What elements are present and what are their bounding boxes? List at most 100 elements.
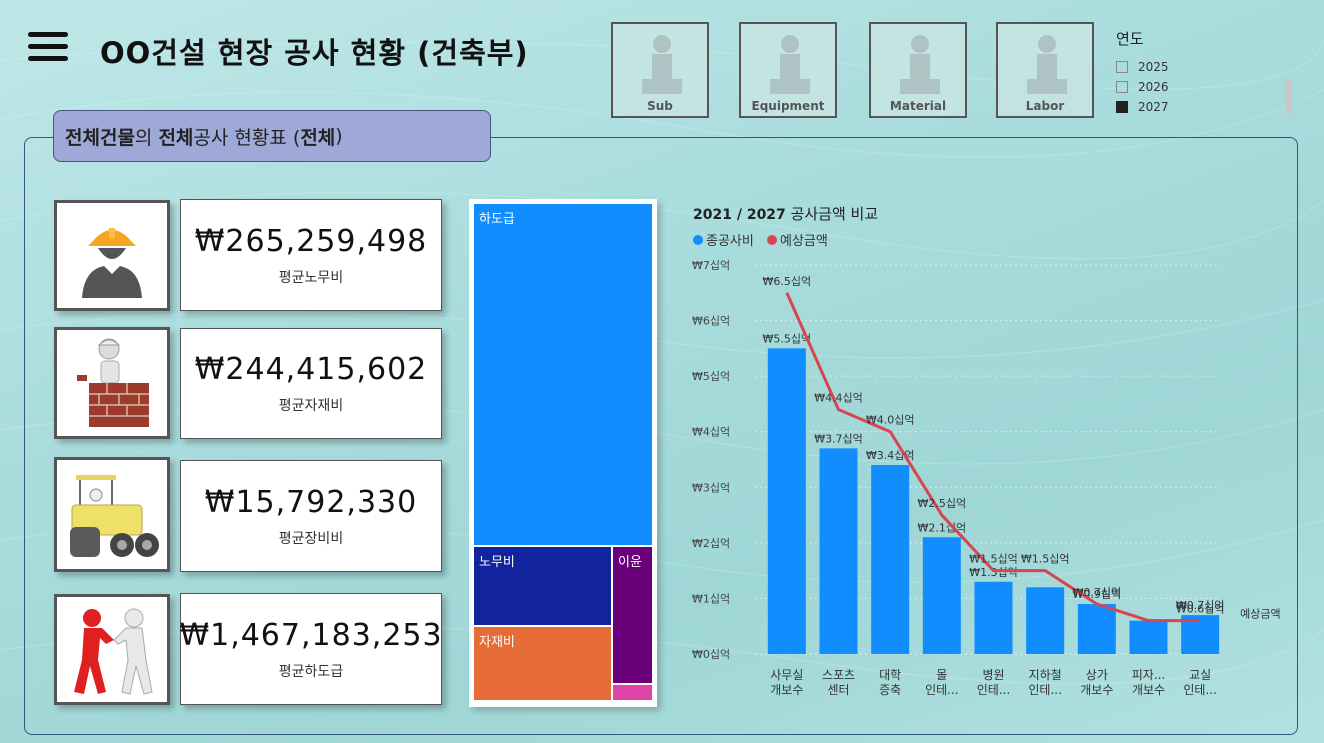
y-tick-label: ₩7십억 (692, 259, 730, 272)
treemap-tile-labor[interactable]: 노무비 (474, 547, 611, 625)
bar-data-label: ₩0.7십억 (1176, 599, 1225, 612)
bar (767, 348, 806, 654)
treemap-tile-subcontract[interactable]: 하도급 (474, 204, 652, 545)
x-tick-label: 몰 (936, 668, 947, 682)
road-roller-icon (70, 474, 159, 557)
x-tick-label: 증축 (879, 683, 901, 697)
kpi-card-equipment: ₩15,792,330 평균장비비 (180, 460, 442, 572)
treemap-label: 이윤 (618, 555, 642, 570)
x-tick-label: 인테... (925, 683, 959, 697)
year-option-2025[interactable]: 2025 (1116, 57, 1296, 77)
x-tick-label: 개보수 (770, 683, 803, 697)
line-series (785, 292, 1201, 623)
bar (819, 448, 858, 654)
worker-bricks-icon (900, 35, 940, 94)
worker-hardhat-icon (82, 227, 142, 298)
x-tick-label: 센터 (827, 683, 849, 697)
bar (1077, 603, 1116, 654)
category-label: Equipment (751, 99, 825, 113)
treemap-label: 노무비 (479, 555, 515, 570)
bar-data-label: ₩3.7십억 (814, 432, 863, 445)
x-tick-label: 개보수 (1132, 683, 1165, 697)
worker-wall-icon (770, 35, 810, 94)
bar (871, 465, 910, 654)
slicer-scrollbar[interactable] (1285, 80, 1292, 114)
line-end-label: 예상금액 (1240, 608, 1280, 621)
year-option-label: 2025 (1138, 60, 1169, 74)
subcontract-image-card (54, 594, 170, 705)
menu-hamburger-icon[interactable] (28, 32, 68, 62)
section-title-part: 전체 (300, 126, 336, 149)
section-title-part: 공사 현황표 ( (193, 126, 301, 149)
y-tick-label: ₩2십억 (692, 537, 730, 550)
kpi-card-material: ₩244,415,602 평균자재비 (180, 328, 442, 439)
x-tick-label: 개보수 (1080, 683, 1113, 697)
kpi-label: 평균장비비 (278, 530, 344, 547)
legend-label: 종공사비 (706, 234, 754, 249)
worker-labor-icon (1027, 35, 1067, 94)
page-title: OO건설 현장 공사 현황 (건축부) (100, 36, 529, 70)
legend-label: 예상금액 (780, 234, 828, 249)
section-title-part: ) (335, 125, 343, 147)
category-button-labor[interactable]: Labor (996, 22, 1094, 118)
x-tick-label: 사무실 (770, 668, 803, 682)
legend-marker (767, 235, 777, 245)
kpi-value: ₩265,259,498 (194, 223, 428, 259)
year-option-label: 2027 (1138, 100, 1169, 114)
bar (1129, 620, 1168, 654)
treemap-tile-profit[interactable]: 이윤 (613, 547, 652, 683)
treemap-tile-material[interactable]: 자재비 (474, 627, 611, 700)
section-title-part: 전체 (158, 126, 194, 149)
labor-image-card (54, 200, 170, 311)
kpi-value: ₩15,792,330 (204, 484, 418, 520)
treemap-label: 자재비 (479, 635, 515, 650)
y-tick-label: ₩1십억 (692, 592, 730, 605)
kpi-value: ₩244,415,602 (194, 352, 428, 387)
worker-sitting-icon (642, 35, 682, 94)
category-button-sub[interactable]: Sub (611, 22, 709, 118)
kpi-label: 평균하도급 (278, 663, 344, 680)
x-tick-label: 인테... (977, 683, 1011, 697)
treemap-label: 하도급 (479, 212, 515, 227)
x-tick-label: 교실 (1189, 668, 1211, 682)
year-option-2026[interactable]: 2026 (1116, 77, 1296, 97)
year-option-2027[interactable]: 2027 (1116, 97, 1296, 117)
checkbox[interactable] (1116, 61, 1128, 73)
treemap-tile-other[interactable] (613, 685, 652, 700)
bar-data-label: ₩2.1십억 (918, 521, 967, 534)
line-data-label: ₩6.5십억 (763, 275, 812, 288)
chart-title-suffix: 공사금액 비교 (786, 205, 878, 223)
x-tick-label: 지하철 (1029, 668, 1062, 682)
checkbox[interactable] (1116, 101, 1128, 113)
bar-data-label: ₩5.5십억 (763, 332, 812, 345)
category-button-equipment[interactable]: Equipment (739, 22, 837, 118)
bar (1026, 587, 1065, 654)
cost-comparison-chart: 2021 / 2027 공사금액 비교 종공사비 예상금액 ₩0십억 ₩1십억 ₩2십억 ₩… (680, 195, 1281, 715)
category-button-material[interactable]: Material (869, 22, 967, 118)
x-tick-label: 피자... (1132, 668, 1166, 682)
chart-title: 2021 / 2027 공사금액 비교 (693, 205, 878, 223)
handshake-figures-icon (74, 608, 153, 695)
equipment-image-card (54, 457, 170, 572)
line-data-label: ₩0.6십억 (1176, 603, 1225, 616)
main-content-frame (24, 137, 1298, 735)
chart-title-prefix: 2021 / 2027 (693, 207, 786, 223)
year-slicer-title: 연도 (1116, 30, 1144, 48)
y-tick-label: ₩0십억 (692, 648, 730, 661)
year-slicer: 연도 2025 2026 2027 (1116, 28, 1296, 117)
line-data-label: ₩1.5십억 (1021, 553, 1070, 566)
section-title-part: 의 (134, 126, 159, 149)
kpi-label: 평균노무비 (278, 269, 344, 286)
kpi-card-labor: ₩265,259,498 평균노무비 (180, 199, 442, 311)
y-tick-label: ₩5십억 (692, 370, 730, 383)
x-tick-label: 인테... (1183, 683, 1217, 697)
checkbox[interactable] (1116, 81, 1128, 93)
y-tick-label: ₩4십억 (692, 426, 730, 439)
legend-marker (693, 235, 703, 245)
x-tick-label: 상가 (1086, 668, 1108, 682)
x-tick-label: 스포츠 (822, 668, 855, 682)
section-title: 전체건물 의 전체 공사 현황표 ( 전체 ) (53, 110, 491, 162)
cost-treemap: 하도급 노무비 이윤 자재비 (469, 199, 657, 707)
kpi-value: ₩1,467,183,253 (179, 617, 443, 653)
category-label: Material (889, 99, 947, 113)
